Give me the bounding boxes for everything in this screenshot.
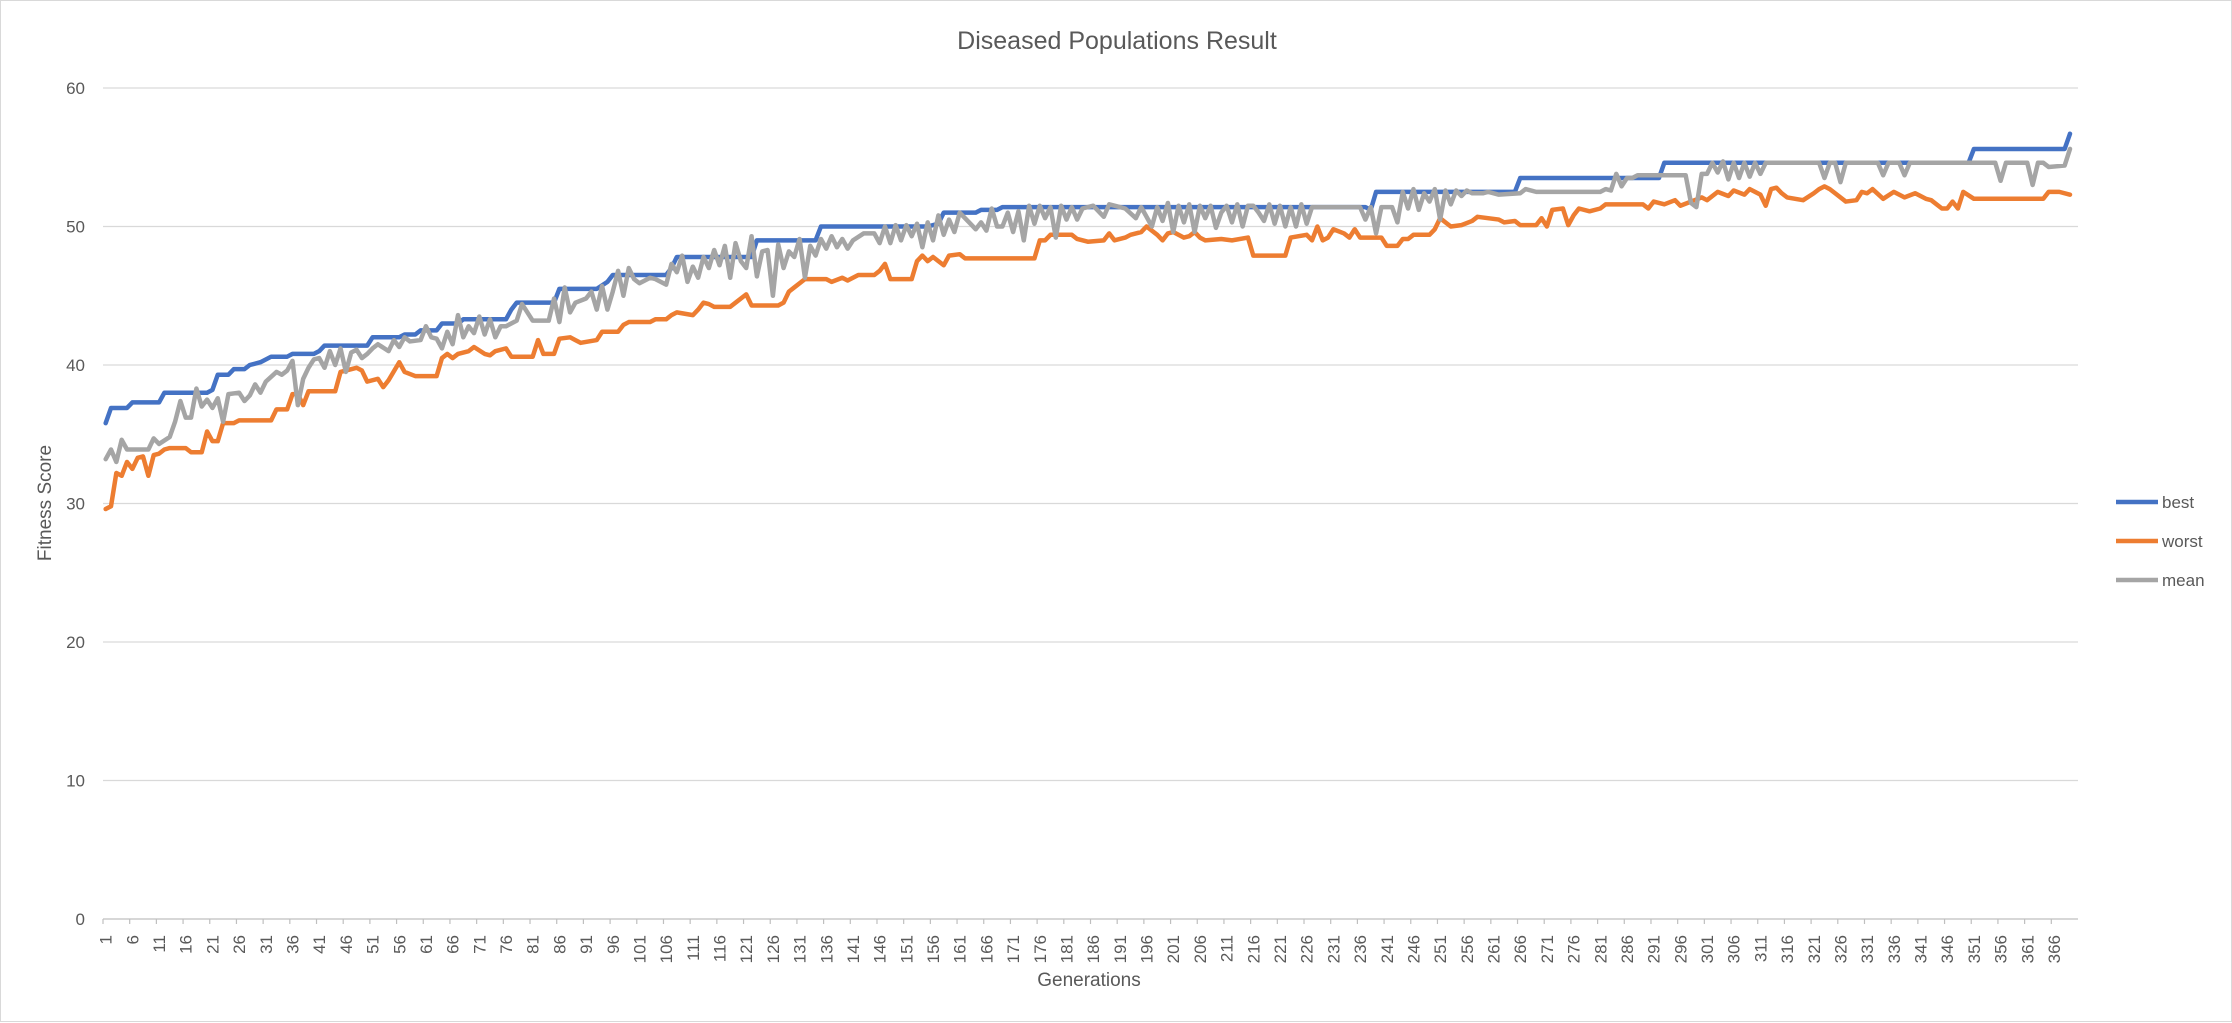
x-tick-label: 311 xyxy=(1751,935,1770,962)
x-tick-label: 216 xyxy=(1244,935,1263,963)
legend-label-worst: worst xyxy=(2161,532,2203,551)
x-tick-label: 171 xyxy=(1004,935,1023,963)
x-tick-label: 361 xyxy=(2018,935,2037,963)
legend-label-best: best xyxy=(2162,493,2194,512)
x-tick-label: 86 xyxy=(550,935,569,954)
x-tick-label: 51 xyxy=(364,935,383,954)
chart-title: Diseased Populations Result xyxy=(957,27,1277,55)
y-tick-label: 10 xyxy=(66,772,85,791)
x-tick-label: 91 xyxy=(577,935,596,954)
legend-label-mean: mean xyxy=(2162,571,2205,590)
y-tick-label: 30 xyxy=(66,495,85,514)
plot-series xyxy=(103,131,2073,512)
y-tick-label: 20 xyxy=(66,633,85,652)
x-tick-label: 11 xyxy=(150,935,169,953)
x-tick-label: 326 xyxy=(1831,935,1850,963)
x-tick-label: 111 xyxy=(684,935,703,961)
x-tick-label: 36 xyxy=(283,935,302,954)
x-tick-label: 46 xyxy=(337,935,356,954)
y-tick-label: 60 xyxy=(66,79,85,98)
x-tick-label: 236 xyxy=(1351,935,1370,963)
x-tick-label: 351 xyxy=(1965,935,1984,963)
x-tick-label: 6 xyxy=(123,935,142,944)
y-tick-label: 40 xyxy=(66,356,85,375)
x-tick-label: 76 xyxy=(497,935,516,954)
x-tick-label: 256 xyxy=(1458,935,1477,963)
x-tick-label: 31 xyxy=(257,935,276,954)
x-tick-label: 16 xyxy=(177,935,196,954)
x-tick-label: 176 xyxy=(1031,935,1050,963)
x-tick-label: 21 xyxy=(203,935,222,954)
x-tick-label: 26 xyxy=(230,935,249,954)
x-tick-label: 346 xyxy=(1938,935,1957,963)
x-tick-label: 61 xyxy=(417,935,436,954)
x-tick-label: 306 xyxy=(1725,935,1744,963)
x-tick-label: 66 xyxy=(444,935,463,954)
y-tick-label: 0 xyxy=(76,910,85,929)
x-tick-label: 366 xyxy=(2045,935,2064,963)
x-tick-label: 141 xyxy=(844,935,863,963)
x-tick-label: 211 xyxy=(1218,935,1237,962)
x-tick-label: 1 xyxy=(97,935,116,944)
x-tick-label: 226 xyxy=(1298,935,1317,963)
y-axis-title: Fitness Score xyxy=(35,445,56,561)
x-tick-label: 356 xyxy=(1992,935,2011,963)
x-tick-label: 196 xyxy=(1138,935,1157,963)
x-tick-label: 291 xyxy=(1645,935,1664,963)
x-tick-label: 276 xyxy=(1565,935,1584,963)
x-tick-label: 121 xyxy=(737,935,756,963)
series-line-best xyxy=(103,131,2073,426)
y-tick-label: 50 xyxy=(66,218,85,237)
x-tick-label: 41 xyxy=(310,935,329,954)
x-tick-label: 101 xyxy=(630,935,649,963)
series-line-worst xyxy=(103,184,2073,512)
x-tick-label: 301 xyxy=(1698,935,1717,963)
x-tick-label: 316 xyxy=(1778,935,1797,963)
x-tick-label: 56 xyxy=(390,935,409,954)
gridlines xyxy=(103,87,2078,782)
x-tick-label: 206 xyxy=(1191,935,1210,963)
x-tick-label: 136 xyxy=(817,935,836,963)
x-tick-label: 231 xyxy=(1324,935,1343,963)
x-tick-label: 261 xyxy=(1485,935,1504,963)
x-tick-label: 186 xyxy=(1084,935,1103,963)
x-tick-label: 251 xyxy=(1431,935,1450,963)
x-tick-label: 341 xyxy=(1912,935,1931,963)
x-tick-label: 296 xyxy=(1671,935,1690,963)
legend: best worst mean xyxy=(2116,493,2205,590)
x-tick-label: 166 xyxy=(977,935,996,963)
x-tick-label: 116 xyxy=(711,935,730,962)
x-tick-label: 106 xyxy=(657,935,676,963)
x-tick-label: 156 xyxy=(924,935,943,963)
x-tick-label: 131 xyxy=(791,935,810,963)
x-tick-label: 201 xyxy=(1164,935,1183,963)
x-tick-label: 161 xyxy=(951,935,970,963)
x-tick-label: 221 xyxy=(1271,935,1290,963)
x-tick-label: 71 xyxy=(470,935,489,954)
x-tick-label: 286 xyxy=(1618,935,1637,963)
x-tick-label: 241 xyxy=(1378,935,1397,963)
x-axis-title: Generations xyxy=(1037,970,1141,991)
x-tick-label: 181 xyxy=(1057,935,1076,963)
x-tick-label: 266 xyxy=(1511,935,1530,963)
x-tick-label: 281 xyxy=(1591,935,1610,963)
x-tick-label: 146 xyxy=(871,935,890,963)
x-tick-label: 126 xyxy=(764,935,783,963)
x-tick-label: 246 xyxy=(1404,935,1423,963)
series-line-mean xyxy=(103,146,2073,465)
x-tick-label: 321 xyxy=(1805,935,1824,963)
x-tick-label: 191 xyxy=(1111,935,1130,963)
x-tick-label: 271 xyxy=(1538,935,1557,963)
x-tick-label: 331 xyxy=(1858,935,1877,963)
x-tick-label: 81 xyxy=(524,935,543,954)
x-tick-label: 96 xyxy=(604,935,623,954)
x-tick-label: 336 xyxy=(1885,935,1904,963)
x-tick-label: 151 xyxy=(897,935,916,963)
